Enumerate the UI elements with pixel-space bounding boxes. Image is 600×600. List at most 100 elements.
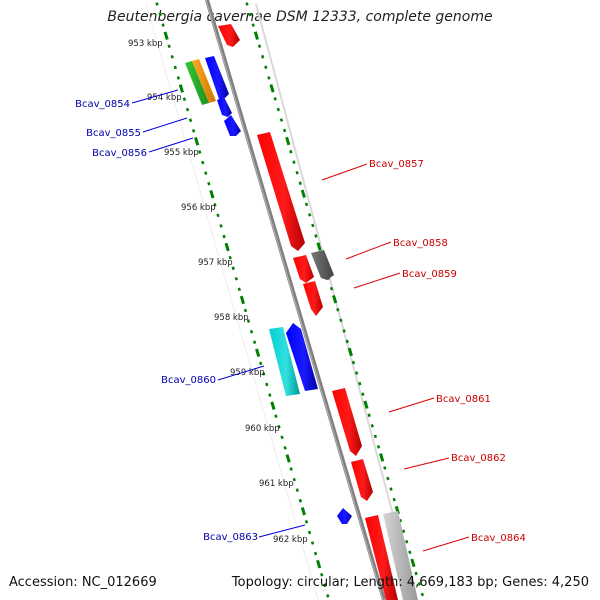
gene-arrow-bcav-0858-red[interactable] — [293, 255, 314, 283]
reverse-tick — [300, 507, 306, 516]
forward-tick — [392, 497, 396, 502]
reverse-tick — [320, 572, 324, 577]
forward-tick — [361, 392, 365, 396]
gene-label-bcav-0856[interactable]: Bcav_0856 — [92, 148, 147, 159]
gene-label-bcav-0859[interactable]: Bcav_0859 — [402, 269, 457, 280]
forward-tick — [370, 424, 374, 428]
forward-tick — [300, 189, 306, 199]
forward-tick — [379, 453, 385, 462]
reverse-tick — [204, 171, 208, 175]
reverse-tick — [237, 287, 241, 292]
reverse-tick — [326, 594, 330, 598]
scale-label-962: 962 kbp — [273, 535, 308, 545]
gene-arrow-bcav-0862[interactable] — [351, 459, 373, 501]
gene-arrow-bcav-0860[interactable] — [286, 323, 318, 391]
reverse-tick — [224, 242, 230, 252]
orange-feature-block[interactable] — [192, 59, 216, 103]
forward-tick — [245, 2, 249, 6]
reverse-tick — [191, 129, 196, 133]
forward-tick — [376, 445, 381, 449]
reverse-tick — [243, 308, 248, 313]
forward-tick — [264, 65, 268, 70]
forward-tick — [351, 360, 356, 365]
backbone-highlight — [205, 0, 384, 600]
gene-arrow-bcav-0864-gray[interactable] — [383, 511, 418, 600]
reverse-tick — [222, 234, 226, 239]
forward-tick — [273, 97, 277, 101]
reverse-tick — [283, 446, 287, 450]
reverse-ruler-line — [145, 3, 319, 600]
gene-arrow-bcav-0864-red[interactable] — [365, 515, 398, 600]
reverse-tick — [239, 295, 245, 305]
gene-arrow-bcav-0863[interactable] — [337, 508, 352, 524]
forward-tick — [389, 487, 393, 491]
scale-label-953: 953 kbp — [128, 39, 163, 49]
forward-tick — [410, 558, 416, 568]
reverse-tick — [219, 224, 223, 228]
gene-label-bcav-0857[interactable]: Bcav_0857 — [369, 159, 424, 170]
reverse-tick — [158, 12, 162, 17]
gene-label-bcav-0855[interactable]: Bcav_0855 — [86, 128, 141, 139]
forward-tick — [253, 31, 259, 40]
reverse-tick — [216, 213, 220, 218]
forward-tick — [373, 434, 378, 439]
forward-tick — [251, 23, 255, 27]
forward-tick — [414, 571, 418, 576]
reverse-tick — [295, 488, 299, 492]
forward-tick — [342, 329, 346, 333]
gene-label-bcav-0861[interactable]: Bcav_0861 — [436, 394, 491, 405]
reverse-tick — [262, 372, 266, 376]
gene-label-bcav-0863[interactable]: Bcav_0863 — [203, 532, 258, 543]
gene-label-bcav-0854[interactable]: Bcav_0854 — [75, 99, 130, 110]
forward-tick — [358, 381, 362, 386]
green-feature-block[interactable] — [185, 61, 209, 105]
forward-tick — [329, 286, 334, 291]
forward-tick — [314, 234, 318, 238]
gene-arrow-bcav-0859[interactable] — [303, 281, 323, 316]
reverse-tick — [277, 424, 281, 429]
forward-tick — [279, 118, 284, 122]
forward-tick — [367, 413, 371, 418]
reverse-tick — [298, 498, 302, 503]
reverse-tick — [207, 181, 211, 186]
forward-tick — [316, 242, 322, 251]
reverse-tick — [231, 266, 235, 271]
forward-tick — [285, 136, 291, 146]
forward-tick — [336, 308, 340, 312]
scale-label-955: 955 kbp — [164, 148, 199, 158]
reverse-tick — [188, 118, 193, 123]
reverse-tick — [313, 551, 318, 556]
reverse-tick — [167, 44, 171, 49]
reverse-tick — [255, 348, 261, 358]
reverse-tick — [270, 401, 276, 410]
gene-label-bcav-0862[interactable]: Bcav_0862 — [451, 453, 506, 464]
gene-label-bcav-0858[interactable]: Bcav_0858 — [393, 238, 448, 249]
gene-arrow-bcav-0857[interactable] — [257, 132, 305, 251]
scale-label-956: 956 kbp — [181, 203, 216, 213]
reverse-tick — [285, 454, 291, 463]
forward-tick — [276, 107, 280, 112]
gene-arrow-bcav-0861[interactable] — [332, 388, 362, 456]
reverse-tick — [185, 107, 190, 112]
reverse-tick — [307, 530, 312, 535]
scale-label-958: 958 kbp — [214, 313, 249, 323]
forward-tick — [354, 371, 359, 375]
gene-label-bcav-0860[interactable]: Bcav_0860 — [161, 375, 216, 386]
gene-label-bcav-0864[interactable]: Bcav_0864 — [471, 533, 526, 544]
reverse-tick — [198, 150, 202, 154]
gene-arrow-top-partial[interactable] — [218, 24, 240, 47]
forward-tick — [292, 160, 296, 164]
scale-label-954: 954 kbp — [147, 93, 182, 103]
gene-arrow-bcav-0858-gray[interactable] — [311, 250, 334, 280]
forward-tick — [295, 170, 299, 175]
gene-arrow-bcav-0854[interactable] — [205, 56, 229, 99]
scale-label-959: 959 kbp — [230, 368, 265, 378]
gene-arrow-bcav-0855[interactable] — [217, 97, 232, 117]
topology-summary: Topology: circular; Length: 4,669,183 bp… — [231, 575, 589, 590]
forward-tick — [248, 12, 252, 17]
cyan-feature-block[interactable] — [269, 327, 300, 396]
forward-tick — [345, 339, 349, 344]
gene-arrow-bcav-0856[interactable] — [224, 115, 241, 136]
scale-labels: 953 kbp 954 kbp 955 kbp 956 kbp 957 kbp … — [128, 39, 308, 545]
